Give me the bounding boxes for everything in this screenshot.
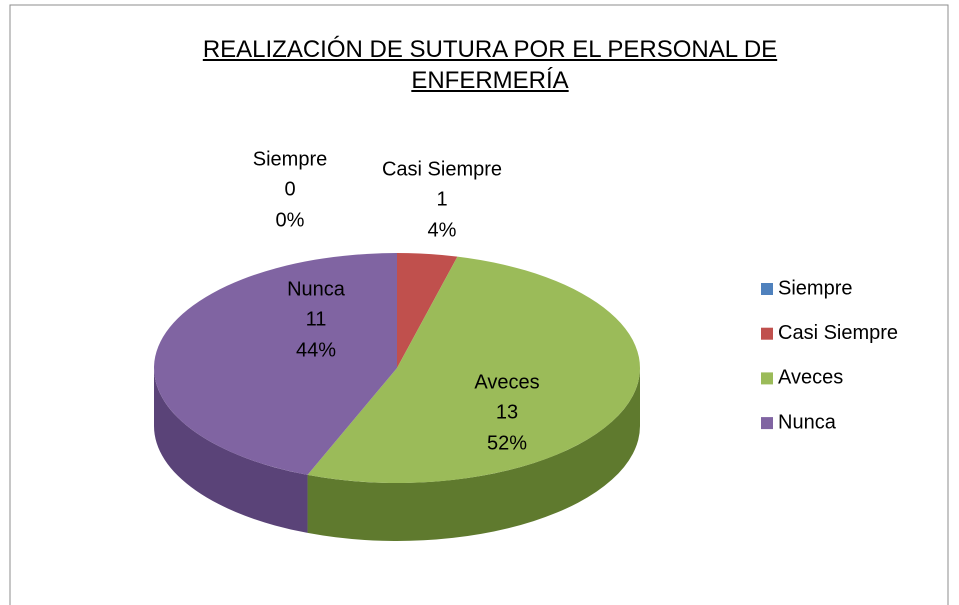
slice-side xyxy=(307,368,640,542)
legend-label: Aveces xyxy=(778,367,843,389)
legend-label: Casi Siempre xyxy=(778,322,898,344)
data-label-value: 13 xyxy=(496,401,518,423)
slice-side xyxy=(154,368,308,533)
data-label-value: 11 xyxy=(306,308,327,330)
data-label-percent: 0% xyxy=(276,209,305,231)
data-label-name: Aveces xyxy=(474,371,539,393)
data-label-name: Casi Siempre xyxy=(382,158,502,180)
legend-label: Siempre xyxy=(778,277,852,299)
data-label-percent: 4% xyxy=(428,219,457,241)
chart-title: REALIZACIÓN DE SUTURA POR EL PERSONAL DE… xyxy=(202,36,778,94)
slice xyxy=(397,253,458,368)
legend-swatch xyxy=(761,283,773,295)
legend-swatch xyxy=(761,372,773,385)
legend-swatch xyxy=(761,327,773,340)
slice xyxy=(154,253,397,475)
data-label-value: 1 xyxy=(436,188,447,210)
chart-border xyxy=(9,4,949,605)
data-label-percent: 52% xyxy=(487,432,527,454)
data-label-name: Nunca xyxy=(287,278,346,300)
legend-swatch xyxy=(761,417,773,430)
data-label-value: 0 xyxy=(284,178,295,200)
slice xyxy=(307,256,641,484)
data-label-name: Siempre xyxy=(253,148,327,170)
data-label-percent: 44% xyxy=(296,339,336,361)
legend-label: Nunca xyxy=(778,411,837,433)
